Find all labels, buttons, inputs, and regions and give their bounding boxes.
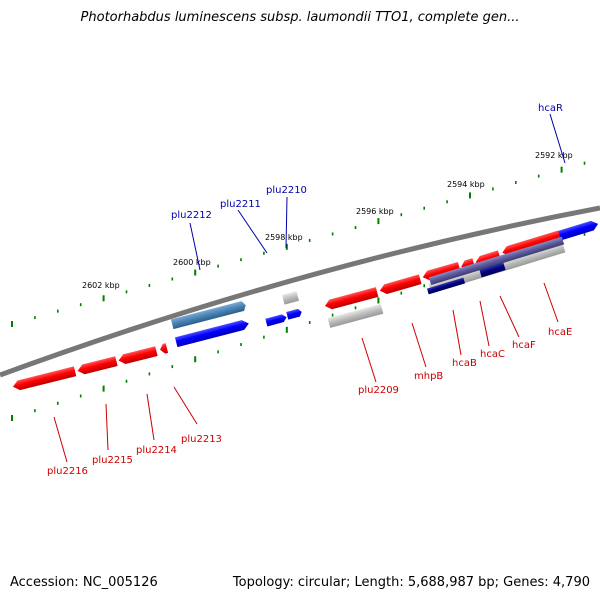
ruler-label-2594: 2594 kbp: [447, 180, 485, 189]
gene-label-hcaR[interactable]: hcaR: [538, 103, 563, 114]
feature-hca-navy-1[interactable]: [426, 277, 466, 295]
feature-grey-small[interactable]: [281, 291, 300, 305]
ruler-label-2596: 2596 kbp: [356, 207, 394, 216]
gene-plu2210[interactable]: [286, 308, 303, 320]
leader-hcaE: [543, 282, 559, 323]
gene-label-hcaB[interactable]: hcaB: [452, 358, 477, 369]
gene-plu2209[interactable]: [324, 287, 379, 311]
leader-plu2211: [237, 209, 268, 254]
ruler-label-2600: 2600 kbp: [173, 258, 211, 267]
ruler-label-2602: 2602 kbp: [82, 281, 120, 290]
gene-label-hcaF[interactable]: hcaF: [512, 340, 536, 351]
leader-plu2212: [189, 222, 201, 271]
feature-hca-navy-2[interactable]: [479, 262, 506, 278]
leader-plu2215: [105, 403, 109, 451]
leader-plu2213: [173, 386, 198, 425]
ruler-label-2598: 2598 kbp: [265, 233, 303, 242]
topology-label: Topology: circular; Length: 5,688,987 bp…: [232, 575, 590, 590]
gene-plu2216[interactable]: [12, 366, 77, 391]
gene-label-hcaC[interactable]: hcaC: [480, 349, 505, 360]
gene-hcaE[interactable]: [501, 230, 562, 257]
feature-plu2209-grey[interactable]: [327, 303, 384, 328]
gene-label-plu2213[interactable]: plu2213: [181, 434, 222, 445]
leader-plu2210: [285, 196, 288, 249]
leader-hcaC: [479, 300, 490, 347]
map-title: Photorhabdus luminescens subsp. laumondi…: [80, 10, 520, 25]
gene-hcaB[interactable]: [421, 261, 461, 282]
gene-label-plu2214[interactable]: plu2214: [136, 445, 177, 456]
gene-label-plu2216[interactable]: plu2216: [47, 466, 88, 477]
leader-plu2214: [146, 393, 155, 441]
label-leader-lines: [53, 113, 566, 463]
feature-hca-region-slate[interactable]: [428, 236, 565, 285]
gene-plu2215[interactable]: [76, 356, 118, 375]
outer-tick-ring: [11, 161, 586, 327]
gene-mhpB[interactable]: [378, 274, 422, 295]
gene-labels: hcaR plu2210 plu2211 plu2212 plu2209 mhp…: [47, 103, 572, 477]
gene-label-mhpB[interactable]: mhpB: [414, 371, 443, 382]
gene-hcaR[interactable]: [557, 219, 599, 241]
gene-plu2212[interactable]: [174, 319, 250, 348]
gene-label-plu2215[interactable]: plu2215: [92, 455, 133, 466]
leader-hcaF: [499, 295, 520, 338]
leader-hcaR: [549, 113, 566, 164]
gene-label-plu2209[interactable]: plu2209: [358, 385, 399, 396]
accession-label: Accession: NC_005126: [10, 575, 158, 590]
genome-map: 2602 kbp 2600 kbp 2598 kbp 2596 kbp 2594…: [0, 103, 600, 477]
leader-mhpB: [411, 322, 427, 368]
reverse-strand-genes: [12, 230, 566, 391]
gene-label-plu2211[interactable]: plu2211: [220, 199, 261, 210]
gene-label-plu2212[interactable]: plu2212: [171, 210, 212, 221]
gene-plu2211[interactable]: [265, 313, 287, 327]
ruler-labels: 2602 kbp 2600 kbp 2598 kbp 2596 kbp 2594…: [82, 151, 573, 290]
gene-plu2213[interactable]: [159, 343, 169, 354]
gene-plu2214[interactable]: [117, 346, 158, 365]
leader-plu2209: [361, 337, 377, 383]
ruler-label-2592: 2592 kbp: [535, 151, 573, 160]
forward-strand-genes: [170, 219, 599, 348]
leader-hcaB: [452, 309, 462, 356]
gene-plu2212-selected[interactable]: [170, 300, 247, 330]
gene-label-hcaE[interactable]: hcaE: [548, 327, 572, 338]
leader-plu2216: [53, 416, 68, 463]
genome-backbone: [0, 205, 600, 378]
gene-label-plu2210[interactable]: plu2210: [266, 185, 307, 196]
